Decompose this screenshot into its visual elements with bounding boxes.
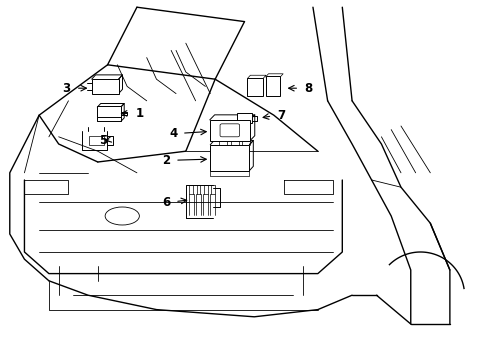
Text: 5: 5 — [99, 134, 106, 147]
Bar — [237, 113, 251, 123]
Bar — [265, 76, 280, 96]
Bar — [247, 78, 263, 96]
Bar — [92, 79, 118, 94]
Text: 4: 4 — [169, 127, 177, 140]
Bar — [97, 106, 121, 117]
Bar — [209, 120, 249, 141]
Text: 2: 2 — [162, 154, 170, 167]
Text: 3: 3 — [62, 82, 70, 95]
Text: 1: 1 — [135, 107, 143, 120]
Text: 6: 6 — [162, 196, 170, 209]
Bar — [210, 145, 249, 171]
Bar — [89, 136, 104, 145]
Text: 8: 8 — [304, 82, 311, 95]
Text: 7: 7 — [277, 109, 285, 122]
